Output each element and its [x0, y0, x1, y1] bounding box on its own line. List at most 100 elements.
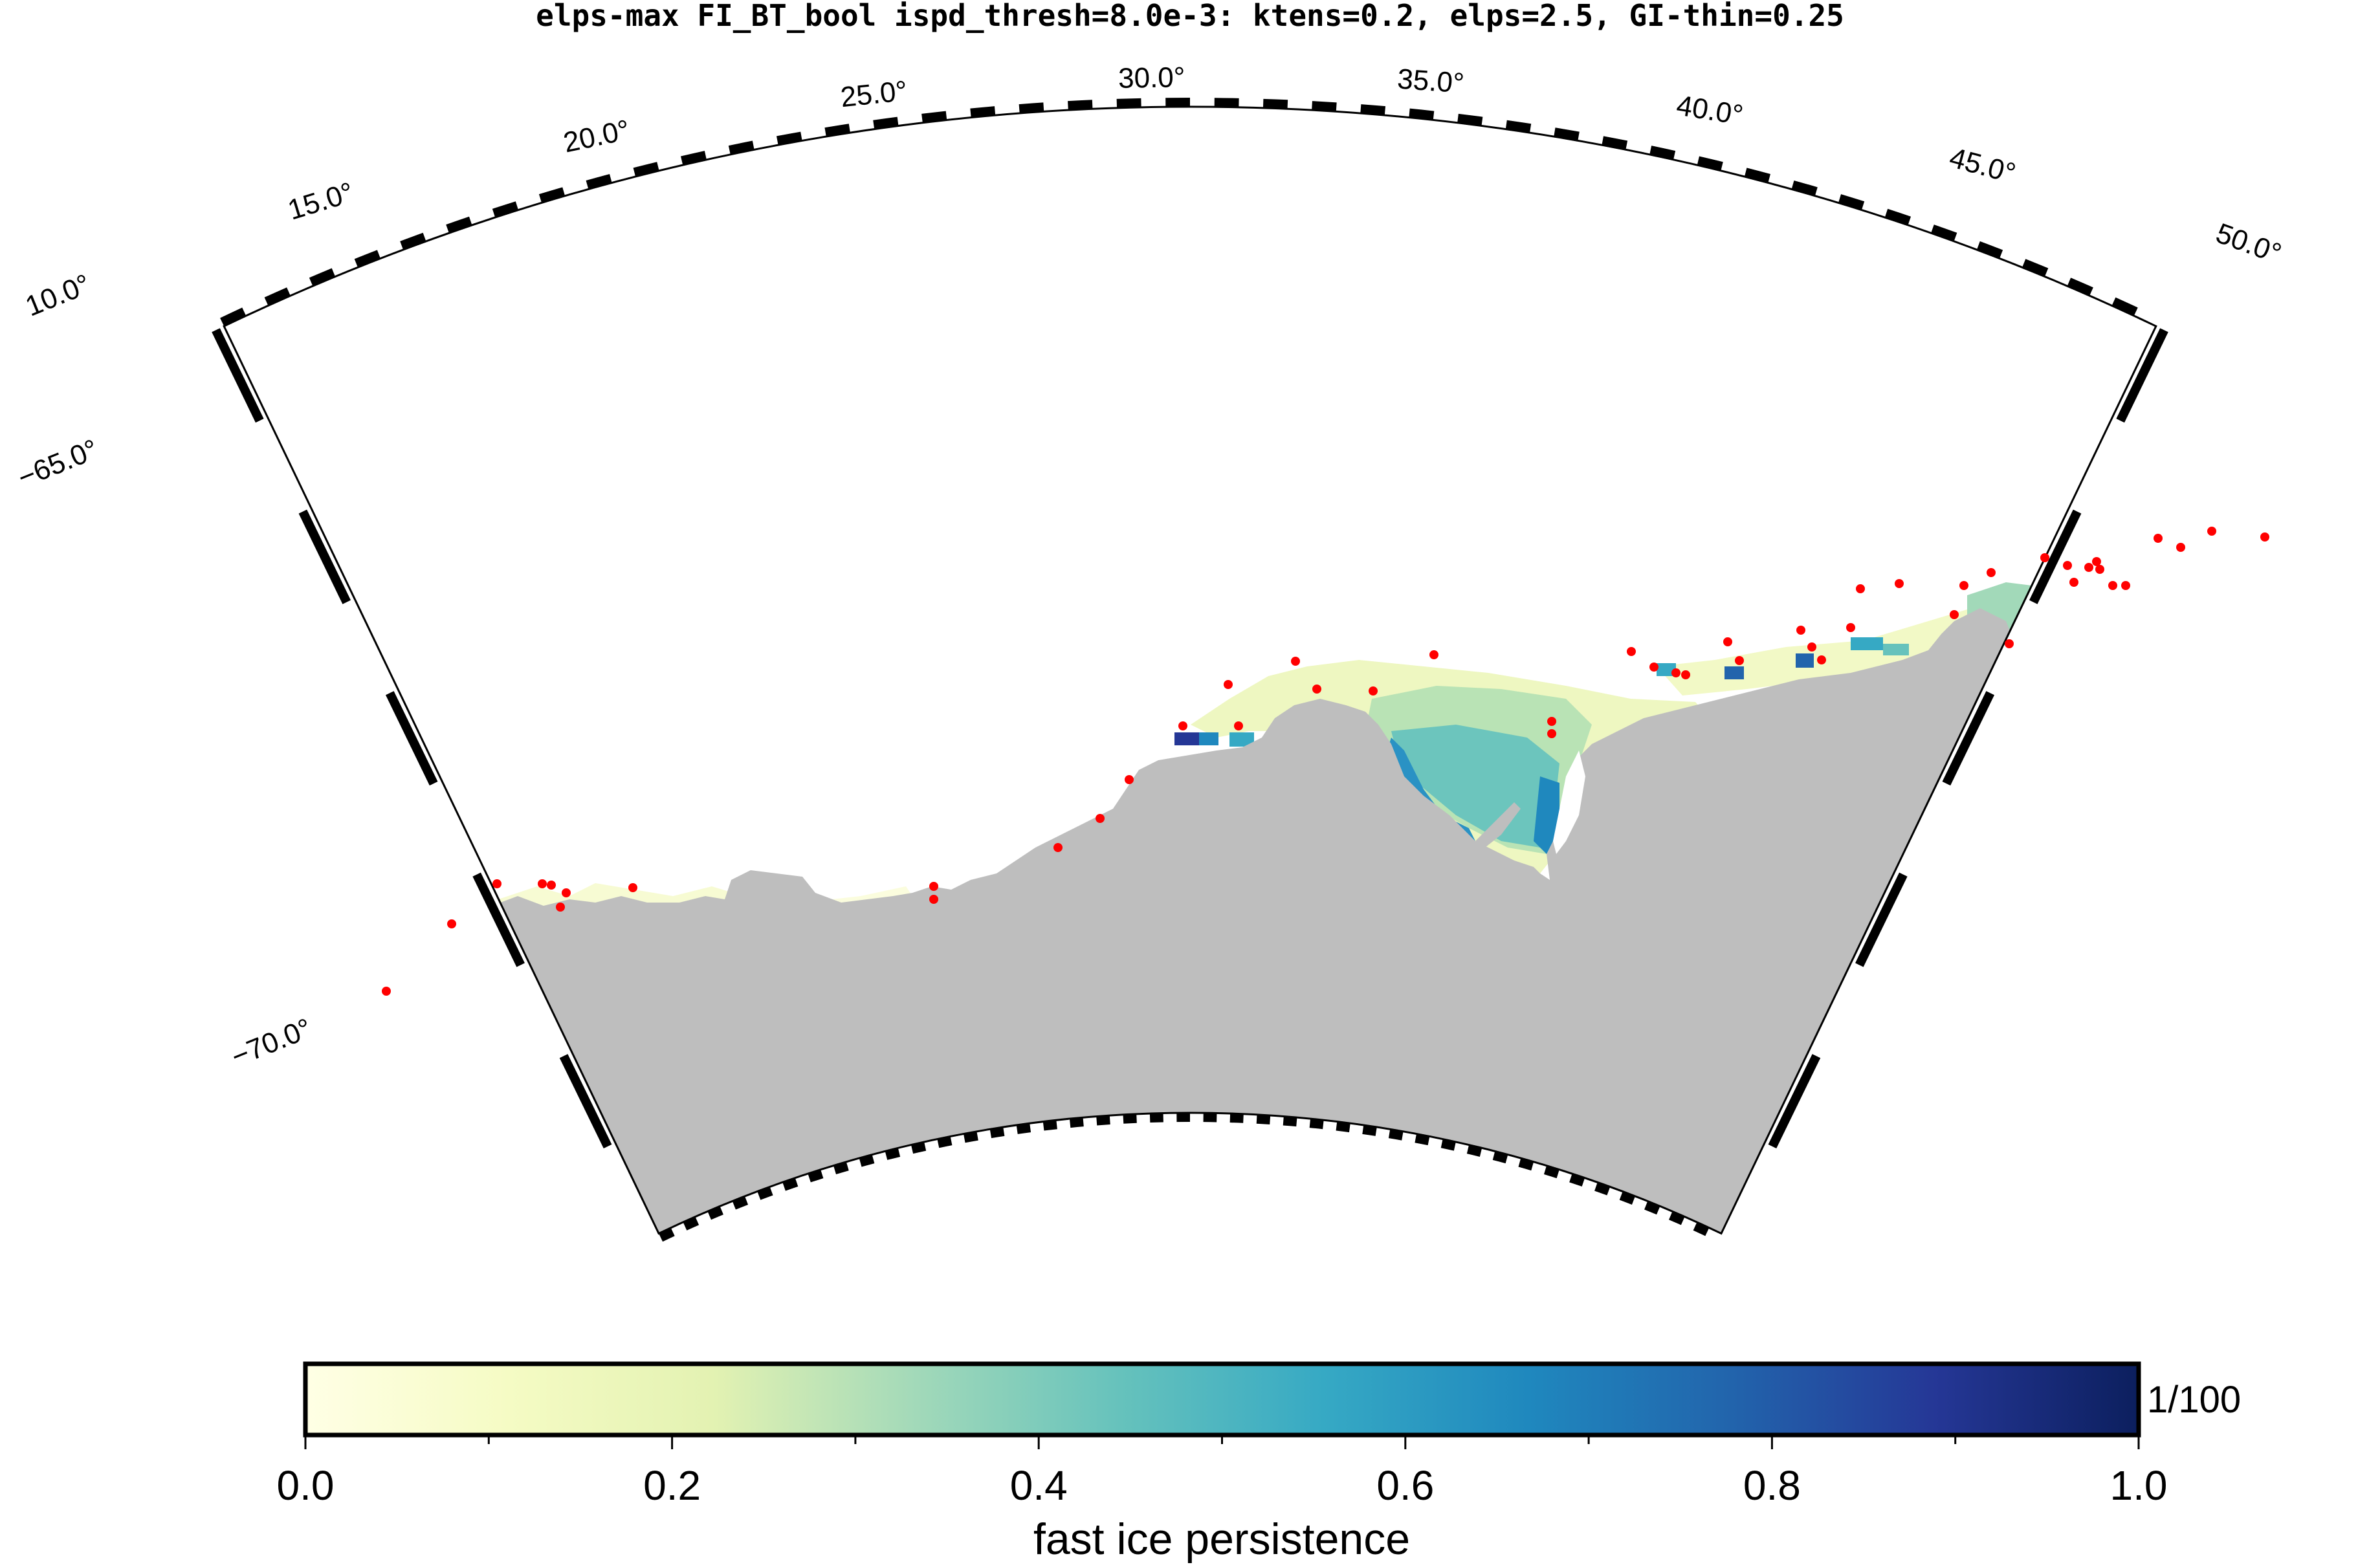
- frame-tick-segment: [220, 307, 247, 327]
- iceberg-marker: [2207, 527, 2216, 536]
- iceberg-marker: [628, 883, 637, 892]
- iceberg-marker: [1723, 637, 1732, 646]
- frame-tick-segment: [1543, 1165, 1559, 1179]
- frame-tick-segment: [1594, 1182, 1611, 1196]
- frame-tick-segment: [1214, 98, 1239, 107]
- ice-streak: [1475, 802, 1521, 848]
- frame-tick-segment: [1942, 691, 1995, 786]
- iceberg-marker: [2063, 561, 2072, 570]
- frame-tick-segment: [2111, 297, 2138, 316]
- frame-tick-segment: [921, 111, 947, 123]
- frame-tick-segment: [1602, 136, 1628, 150]
- frame-tick-segment: [2029, 509, 2082, 604]
- iceberg-marker: [1895, 579, 1904, 588]
- frame-tick-segment: [1229, 1113, 1244, 1123]
- iceberg-marker: [929, 895, 938, 904]
- frame-tick-segment: [1619, 1191, 1635, 1205]
- frame-tick-segment: [633, 162, 659, 177]
- frame-tick-segment: [728, 140, 755, 155]
- iceberg-marker: [1987, 568, 1996, 577]
- iceberg-marker: [2092, 557, 2101, 566]
- latitude-label: −70.0°: [227, 1013, 316, 1073]
- frame-tick-segment: [732, 1196, 749, 1210]
- iceberg-marker: [1224, 680, 1233, 689]
- iceberg-marker: [562, 888, 571, 897]
- frame-tick-segment: [757, 1187, 773, 1200]
- iceberg-marker: [2154, 534, 2163, 543]
- frame-tick-segment: [264, 287, 291, 306]
- iceberg-marker: [2095, 565, 2104, 574]
- fast-ice-patch: [1724, 666, 1744, 679]
- fast-ice-patch: [1229, 732, 1254, 747]
- longitude-label: 10.0°: [21, 268, 95, 323]
- frame-ticks: [212, 98, 2168, 1242]
- colorbar-bar: [303, 1361, 2141, 1438]
- fast-ice-patch: [1883, 644, 1909, 655]
- iceberg-marker: [1053, 843, 1063, 852]
- frame-tick-segment: [2116, 328, 2168, 423]
- iceberg-marker: [1429, 650, 1438, 659]
- iceberg-marker: [2084, 563, 2093, 572]
- colorbar-tick-label: 0.2: [643, 1462, 701, 1509]
- frame-tick-segment: [2022, 259, 2049, 277]
- iceberg-marker: [1671, 668, 1680, 677]
- frame-tick-segment: [446, 216, 472, 234]
- frame-tick-segment: [1693, 1222, 1710, 1236]
- longitude-label: 20.0°: [560, 114, 632, 159]
- iceberg-marker: [2005, 639, 2014, 648]
- iceberg-marker: [1547, 717, 1556, 726]
- longitude-label: 45.0°: [1946, 142, 2019, 190]
- iceberg-marker: [492, 879, 501, 888]
- frame-tick-segment: [586, 173, 612, 190]
- iceberg-marker: [1291, 657, 1300, 666]
- colorbar: 1/100 0.0 0.2 0.4 0.6 0.8 1.0 fast ice p…: [277, 1361, 2241, 1564]
- fast-ice-patch: [1796, 653, 1814, 668]
- fast-ice-patch: [1174, 732, 1199, 745]
- iceberg-marker: [2108, 581, 2117, 590]
- frame-tick-segment: [937, 1136, 953, 1148]
- iceberg-marker: [447, 919, 456, 928]
- iceberg-marker: [1681, 670, 1690, 679]
- frame-tick-segment: [683, 1216, 700, 1231]
- iceberg-marker: [1234, 721, 1243, 730]
- frame-tick-segment: [833, 1161, 849, 1175]
- frame-tick-segment: [1492, 1151, 1508, 1164]
- frame-tick-segment: [2067, 278, 2093, 296]
- fast-ice-far-east-deep: [2064, 573, 2090, 602]
- frame-tick-segment: [1388, 1129, 1404, 1141]
- iceberg-marker: [547, 881, 556, 890]
- frame-tick-segment: [1518, 1158, 1534, 1171]
- frame-tick-segment: [1042, 1120, 1057, 1131]
- colorbar-annotation: 1/100: [2147, 1379, 2241, 1421]
- iceberg-marker: [2040, 553, 2049, 562]
- longitude-label: 15.0°: [284, 177, 357, 226]
- frame-tick-segment: [1409, 108, 1435, 120]
- frame-tick-segment: [1644, 1201, 1660, 1215]
- frame-tick-segment: [1669, 1211, 1685, 1225]
- frame-tick-segment: [212, 328, 264, 423]
- iceberg-marker: [1178, 721, 1187, 730]
- longitude-label: 35.0°: [1396, 63, 1465, 99]
- frame-tick-segment: [885, 1148, 901, 1160]
- frame-tick-segment: [559, 1054, 612, 1149]
- frame-tick-segment: [1569, 1174, 1585, 1187]
- frame-tick-segment: [1554, 127, 1580, 141]
- map-title: elps-max FI_BT_bool ispd_thresh=8.0e-3: …: [536, 0, 1844, 33]
- colorbar-tick-label: 0.8: [1743, 1462, 1801, 1509]
- frame-tick-segment: [777, 131, 802, 146]
- colorbar-tick-label: 0.6: [1376, 1462, 1434, 1509]
- fast-ice-central-edge: [1534, 776, 1559, 854]
- frame-tick-segment: [1116, 98, 1141, 108]
- frame-tick-segment: [1649, 146, 1676, 160]
- frame-tick-segment: [1068, 100, 1093, 111]
- latitude-label: −65.0°: [14, 433, 103, 494]
- frame-tick-segment: [1931, 225, 1957, 241]
- frame-tick-segment: [1768, 1054, 1821, 1149]
- iceberg-marker: [556, 903, 565, 912]
- iceberg-marker: [1817, 655, 1826, 664]
- grounded-iceberg-markers: [382, 527, 2269, 996]
- frame-tick-segment: [1069, 1117, 1084, 1128]
- frame-tick-segment: [681, 151, 707, 166]
- frame-tick-segment: [808, 1169, 824, 1183]
- iceberg-marker: [2069, 578, 2078, 587]
